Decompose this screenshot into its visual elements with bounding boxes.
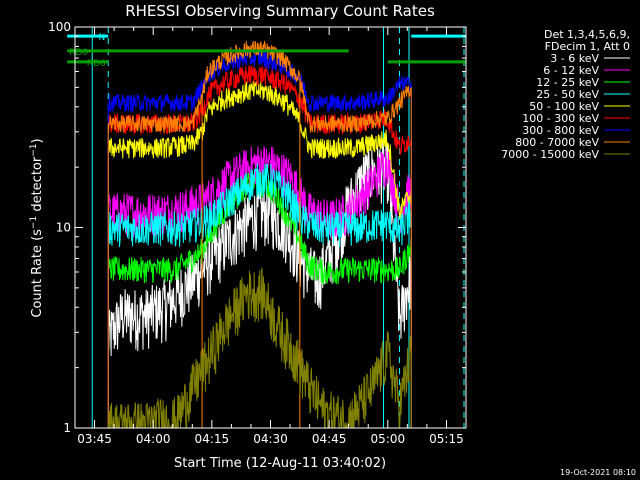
x-tick-label: 04:00 [136, 432, 171, 446]
legend-entry-label: 3 - 6 keV [550, 52, 599, 65]
legend-entry-label: 12 - 25 keV [536, 76, 599, 89]
legend-entry-label: 300 - 800 keV [522, 124, 599, 137]
y-tick-label: 10 [56, 221, 71, 235]
legend-entry-label: 50 - 100 keV [529, 100, 599, 113]
x-tick-label: 05:00 [371, 432, 406, 446]
flag-label-rd6: RD6 [87, 59, 106, 69]
x-axis-label: Start Time (12-Aug-11 03:40:02) [174, 456, 386, 471]
y-axis-label-exp1: −1 [29, 216, 39, 229]
footer-timestamp: 19-Oct-2021 08:10 [560, 468, 636, 477]
y-axis-label-main: Count Rate (s [30, 229, 45, 318]
flag-label-rd0: RD0 [69, 48, 88, 58]
legend: Det 1,3,4,5,6,9,FDecim 1, Att 03 - 6 keV… [501, 28, 630, 161]
x-tick-label: 04:30 [253, 432, 288, 446]
series-line [107, 48, 412, 113]
flag-label-n: N [98, 33, 105, 43]
y-tick-label: 100 [48, 20, 71, 34]
series-line [107, 163, 412, 247]
y-axis-label-mid: detector [30, 156, 45, 216]
series-line [107, 80, 412, 219]
axes: 03:45 04:00 04:15 04:30 04:45 05:00 05:15 1 10 10… [48, 20, 467, 446]
y-axis-label-end: ) [30, 138, 45, 143]
series-7000-15000-kev [107, 266, 412, 430]
legend-entry-label: 6 - 12 keV [543, 64, 599, 77]
x-tick-label: 03:45 [77, 432, 112, 446]
legend-entry-label: 25 - 50 keV [536, 88, 599, 101]
legend-entry-label: 100 - 300 keV [522, 112, 599, 125]
series-line [108, 266, 412, 430]
x-tick-label: 04:45 [312, 432, 347, 446]
series-line [107, 170, 412, 285]
x-tick-label: 04:15 [195, 432, 230, 446]
legend-entry-label: 800 - 7000 keV [515, 136, 599, 149]
y-tick-label: 1 [63, 421, 71, 435]
x-tick-label: 05:15 [429, 432, 464, 446]
chart-title: RHESSI Observing Summary Count Rates [125, 2, 435, 20]
y-axis-label-exp2: −1 [29, 143, 39, 156]
legend-header-line: Det 1,3,4,5,6,9, [544, 28, 630, 41]
legend-header-line: FDecim 1, Att 0 [545, 40, 630, 53]
legend-entry-label: 7000 - 15000 keV [501, 148, 599, 161]
y-axis-label: Count Rate (s−1 detector−1) [29, 138, 45, 317]
series-line [107, 146, 412, 240]
